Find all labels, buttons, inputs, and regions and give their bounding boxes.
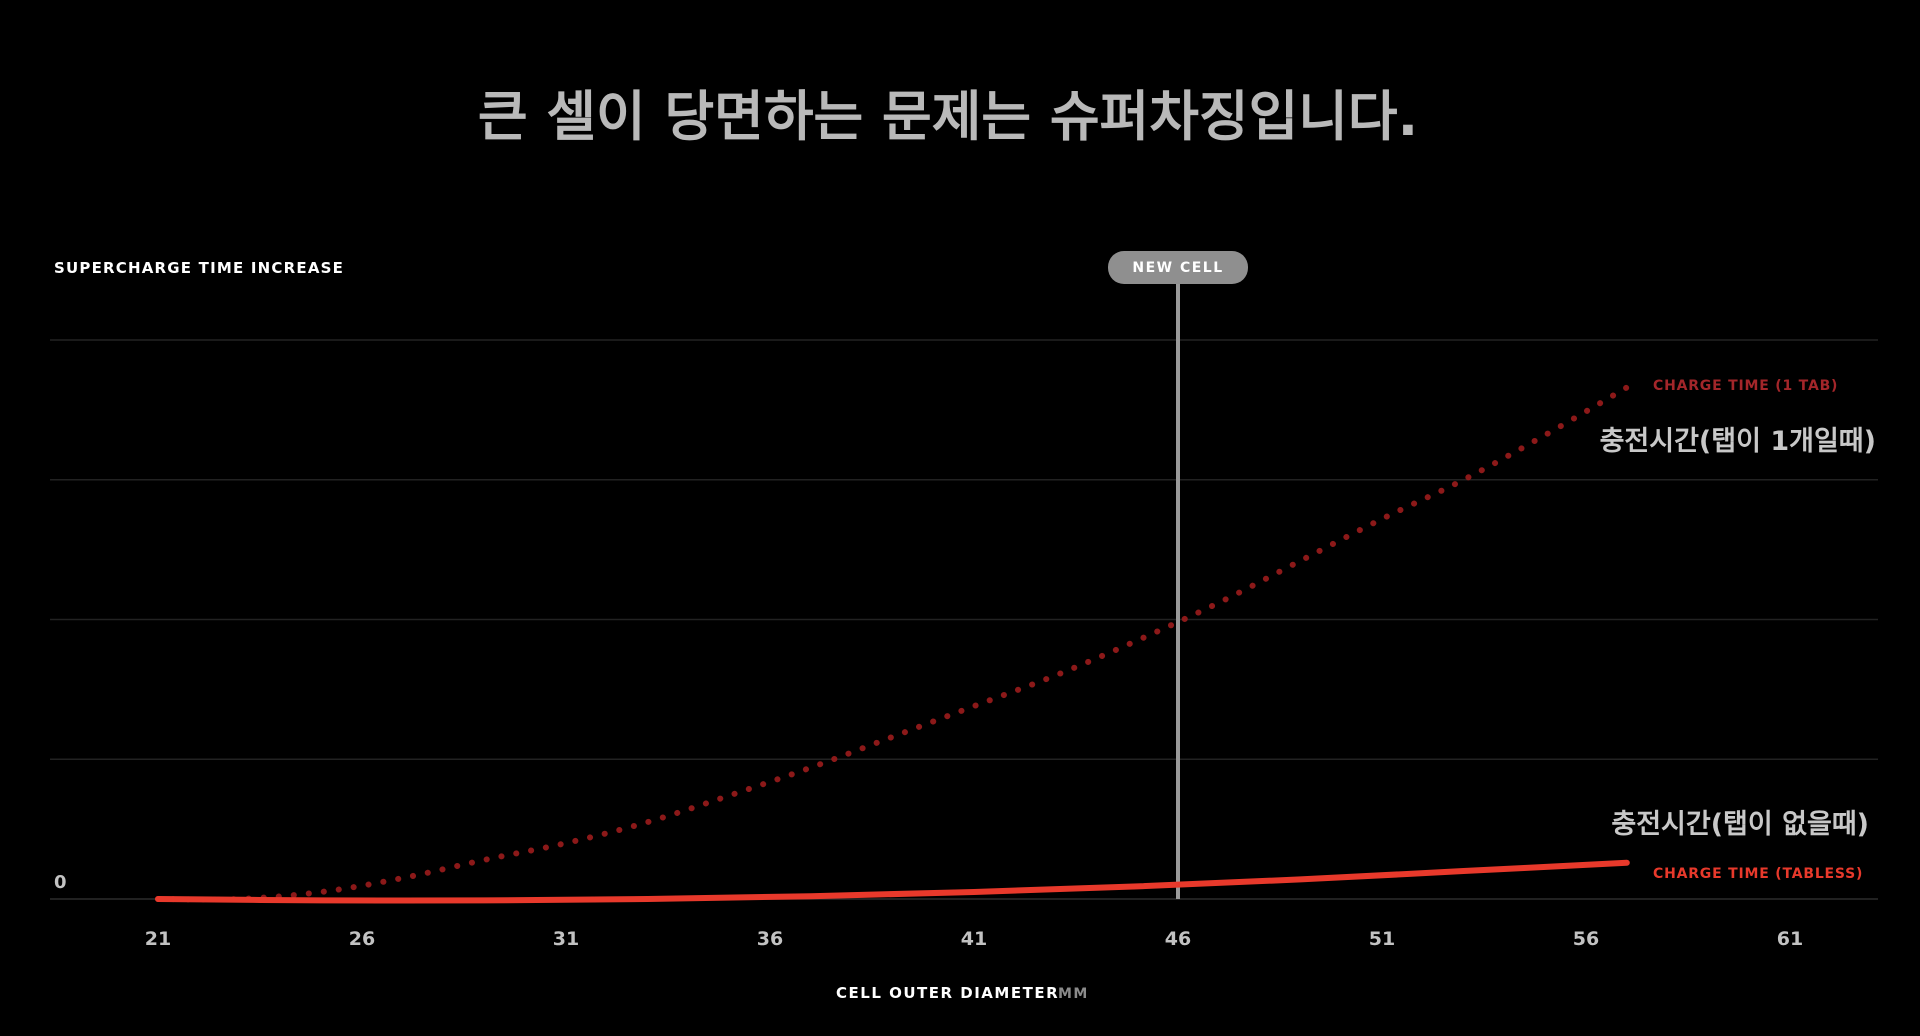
- series-1tab-label: CHARGE TIME (1 TAB): [1653, 378, 1838, 394]
- y-axis-label: SUPERCHARGE TIME INCREASE: [54, 259, 344, 277]
- x-tick-label: 21: [145, 928, 171, 950]
- series-tabless-label-ko: 충전시간(탭이 없을때): [1611, 809, 1869, 840]
- x-axis-ticks: 21 26 31 36 41 46 51 56 61: [145, 928, 1803, 950]
- x-tick-label: 31: [553, 928, 579, 950]
- series-tabless-label: CHARGE TIME (TABLESS): [1653, 866, 1863, 882]
- x-axis-label: CELL OUTER DIAMETER: [836, 984, 1059, 1002]
- x-tick-label: 51: [1369, 928, 1395, 950]
- x-tick-label: 36: [757, 928, 783, 950]
- x-tick-label: 46: [1165, 928, 1191, 950]
- new-cell-badge-label: NEW CELL: [1132, 260, 1223, 276]
- new-cell-marker: NEW CELL: [1108, 251, 1248, 899]
- series-1tab-line: [155, 384, 1630, 903]
- x-tick-label: 41: [961, 928, 987, 950]
- new-cell-badge: [1108, 251, 1248, 284]
- x-tick-label: 56: [1573, 928, 1599, 950]
- series-layer: [155, 384, 1630, 904]
- x-tick-label: 26: [349, 928, 375, 950]
- y-axis-zero-label: 0: [54, 872, 67, 893]
- series-1tab-label-ko: 충전시간(탭이 1개일때): [1600, 426, 1876, 457]
- x-axis-unit: MM: [1058, 986, 1089, 1002]
- chart-title: 큰 셀이 당면하는 문제는 슈퍼차징입니다.: [478, 85, 1418, 148]
- grid-lines: [50, 339, 1878, 900]
- series-tabless-line: [155, 859, 1630, 904]
- x-tick-label: 61: [1777, 928, 1803, 950]
